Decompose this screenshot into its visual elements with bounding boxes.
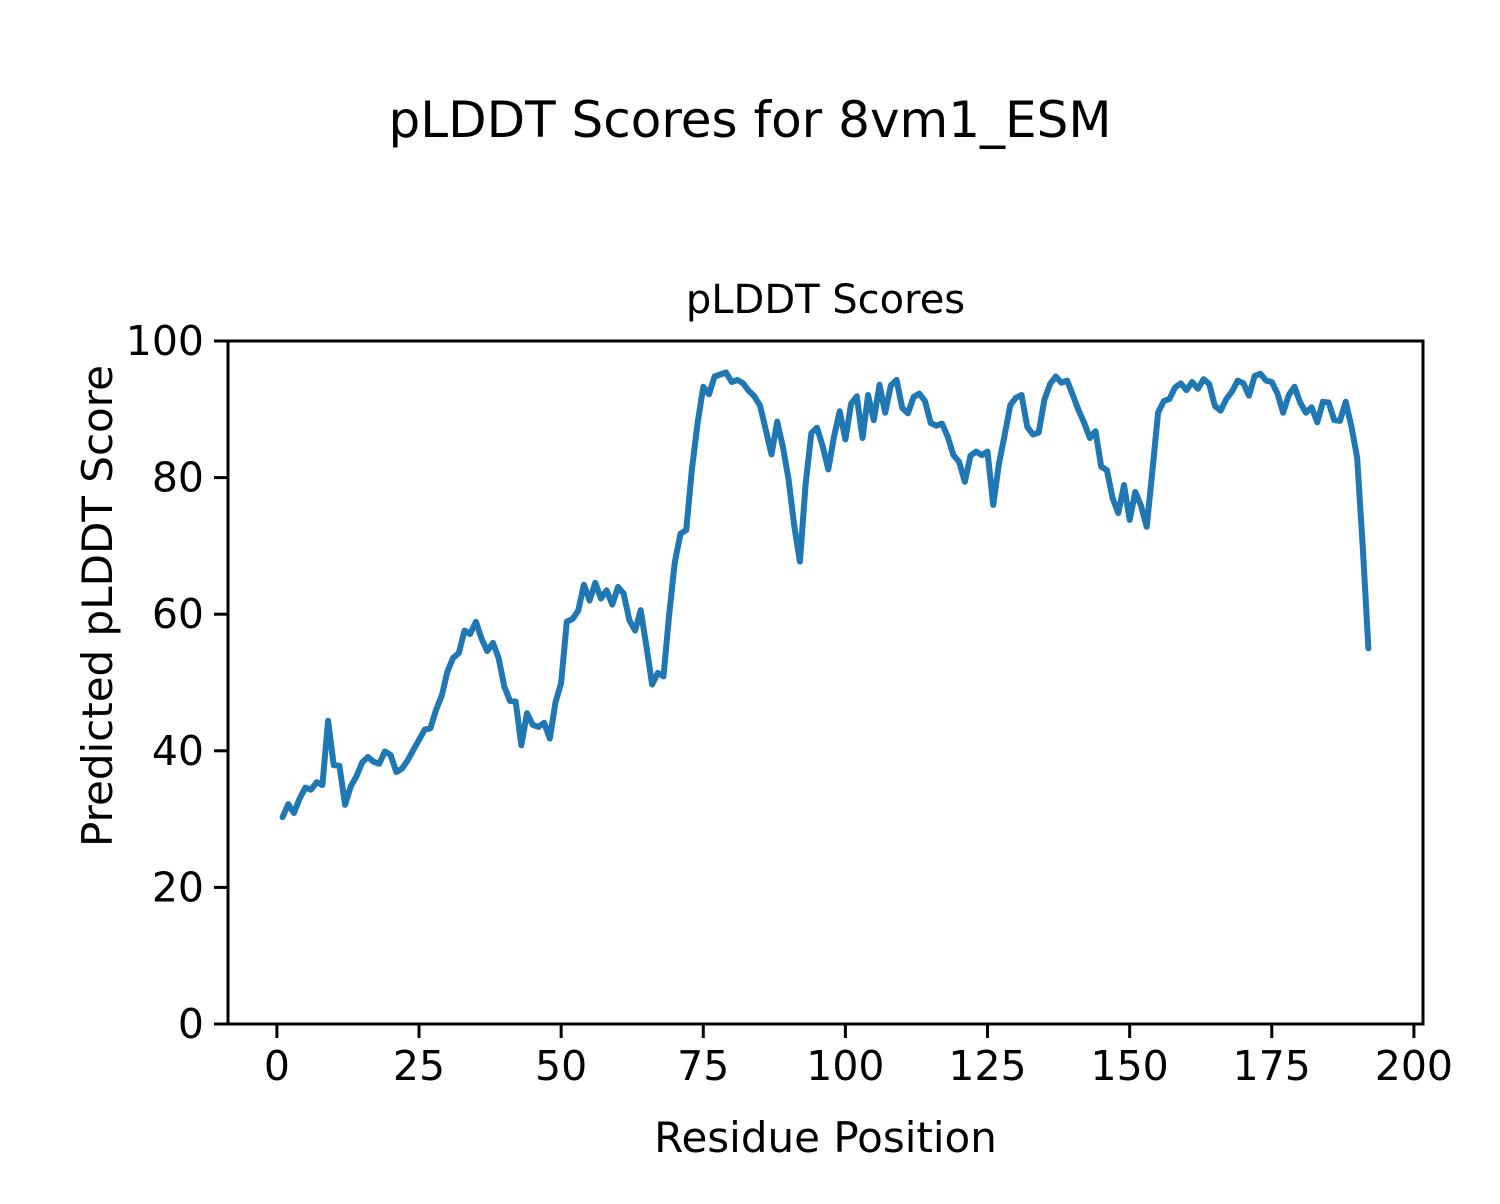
y-axis-label: Predicted pLDDT Score bbox=[73, 365, 122, 847]
y-tick-label: 40 bbox=[152, 727, 204, 775]
x-tick-label: 125 bbox=[948, 1042, 1026, 1090]
x-tick-label: 50 bbox=[535, 1042, 587, 1090]
y-tick-label: 60 bbox=[152, 590, 204, 638]
x-tick-label: 0 bbox=[264, 1042, 290, 1090]
x-tick-label: 75 bbox=[677, 1042, 729, 1090]
x-tick-label: 100 bbox=[806, 1042, 884, 1090]
plot-frame bbox=[226, 339, 1425, 1026]
y-axis-ticks: 0 20 40 60 80 100 bbox=[126, 317, 228, 1048]
figure-title: pLDDT Scores for 8vm1_ESM bbox=[388, 91, 1111, 149]
y-tick-label: 0 bbox=[178, 1000, 204, 1048]
x-tick-label: 25 bbox=[393, 1042, 445, 1090]
x-axis-label: Residue Position bbox=[654, 1113, 997, 1162]
y-tick-label: 20 bbox=[152, 863, 204, 911]
x-tick-label: 150 bbox=[1091, 1042, 1169, 1090]
plddt-line bbox=[279, 369, 1372, 821]
y-tick-label: 100 bbox=[126, 317, 204, 365]
x-tick-label: 200 bbox=[1375, 1042, 1453, 1090]
axes-title: pLDDT Scores bbox=[686, 277, 965, 323]
x-tick-label: 175 bbox=[1233, 1042, 1311, 1090]
x-axis-ticks: 0 25 50 75 100 125 150 175 200 bbox=[264, 1024, 1453, 1090]
y-tick-label: 80 bbox=[152, 454, 204, 502]
